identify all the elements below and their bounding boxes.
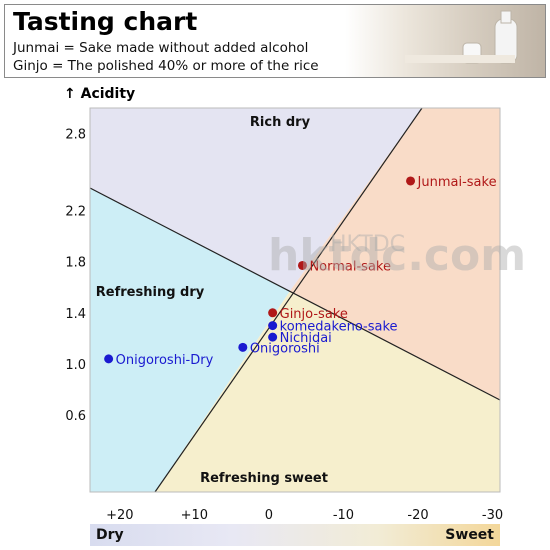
sweet-label: Sweet — [445, 527, 494, 543]
y-tick-label: 1.8 — [65, 256, 86, 271]
region-label-refreshing-sweet: Refreshing sweet — [200, 471, 328, 486]
region-label-refreshing-dry: Refreshing dry — [96, 285, 205, 300]
data-point-onigoroshi-dry — [104, 354, 114, 364]
data-point-onigoroshi — [238, 342, 248, 352]
data-label-onigoroshi-dry: Onigoroshi-Dry — [116, 353, 214, 368]
chart-header: Tasting chart Junmai = Sake made without… — [4, 4, 546, 78]
region-label-rich-dry: Rich dry — [250, 115, 311, 130]
region-refreshing-sweet — [155, 291, 500, 492]
x-tick-label: +20 — [106, 508, 133, 523]
y-axis-label: ↑ Acidity — [64, 86, 136, 102]
y-tick-label: 0.6 — [65, 409, 86, 424]
y-tick-label: 1.0 — [65, 358, 86, 373]
region-rich-dry — [90, 108, 422, 291]
y-tick-label: 2.2 — [65, 204, 86, 219]
y-tick-label: 2.8 — [65, 128, 86, 143]
data-point-komedakeno-sake — [268, 321, 278, 331]
x-tick-label: 0 — [265, 508, 273, 523]
data-point-ginjo-sake — [268, 308, 278, 318]
data-label-ginjo-sake: Ginjo-sake — [280, 307, 348, 322]
x-tick-label: -30 — [482, 508, 503, 523]
data-label-komedakeno-sake: komedakeno-sake — [280, 320, 398, 335]
sake-photo — [345, 5, 545, 77]
data-point-normal-sake — [297, 260, 307, 270]
boundary-line-diagonal — [154, 107, 423, 493]
data-label-onigoroshi: Onigoroshi — [250, 341, 320, 356]
boundary-line-acidity — [89, 187, 501, 401]
data-label-junmai-sake: Junmai-sake — [417, 175, 497, 190]
data-point-junmai-sake — [406, 176, 416, 186]
sake-bottle-icon — [405, 10, 518, 64]
page-title: Tasting chart — [13, 7, 198, 36]
dry-sweet-scale-bar — [90, 524, 500, 546]
x-tick-label: -20 — [407, 508, 428, 523]
data-label-nichidai: Nichidai — [280, 331, 332, 346]
data-label-normal-sake: Normal-sake — [309, 259, 391, 274]
x-tick-label: +10 — [181, 508, 208, 523]
data-point-nichidai — [268, 332, 278, 342]
region-refreshing-dry — [90, 188, 290, 492]
region-rich-sweet — [290, 108, 500, 400]
x-tick-label: -10 — [333, 508, 354, 523]
definition-junmai: Junmai = Sake made without added alcohol — [13, 40, 309, 56]
y-tick-label: 1.4 — [65, 307, 86, 322]
dry-label: Dry — [96, 527, 124, 543]
plot-frame — [89, 107, 501, 493]
definition-ginjo: Ginjo = The polished 40% or more of the … — [13, 58, 319, 74]
